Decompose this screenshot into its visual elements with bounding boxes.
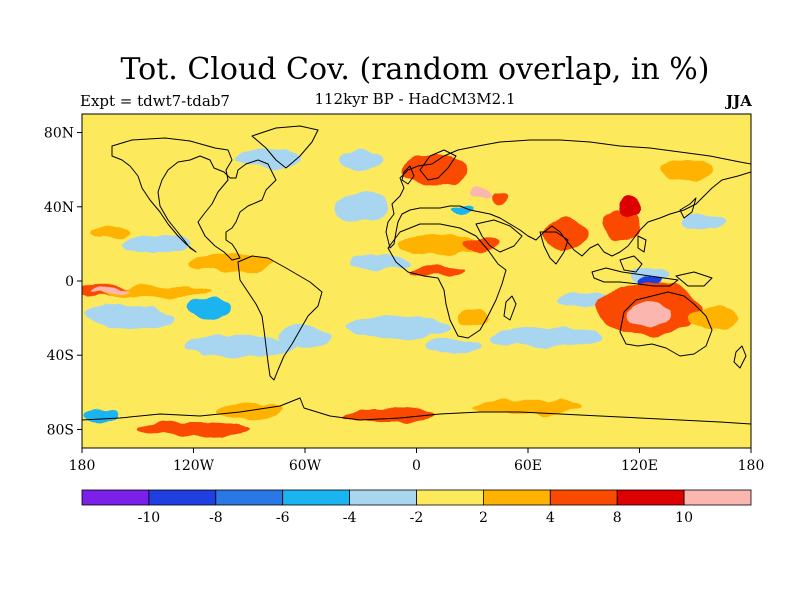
anomaly-patch-34 — [626, 303, 672, 326]
colorbar-label: 8 — [613, 510, 622, 526]
lon-tick-label: 60W — [289, 458, 322, 474]
colorbar-label: -4 — [343, 510, 357, 526]
anomaly-patch-41 — [234, 149, 302, 168]
anomaly-patch-8 — [186, 299, 231, 319]
colorbar: -10 -8 -6 -4 -2 2 4 8 10 — [81, 489, 752, 526]
coastline-scandinavia — [419, 149, 457, 181]
anomaly-patch-21 — [457, 308, 488, 328]
anomaly-patch-24 — [492, 191, 508, 204]
coastline-australia — [619, 291, 713, 357]
coastline-north-america — [111, 137, 277, 261]
anomaly-patch-10 — [184, 334, 296, 358]
colorbar-swatch — [282, 489, 351, 506]
colorbar-label: -10 — [138, 510, 161, 526]
anomaly-patch-9 — [189, 253, 272, 272]
lon-tick-label: 180 — [69, 458, 96, 474]
season-label: JJA — [726, 92, 752, 110]
coastlines — [82, 125, 751, 425]
coastline-madagascar — [503, 295, 517, 321]
anomaly-patch-1 — [100, 286, 213, 298]
anomaly-patch-35 — [687, 306, 740, 330]
coastline-africa — [387, 223, 507, 339]
colorbar-label: 4 — [546, 510, 555, 526]
colorbar-swatch — [683, 489, 752, 506]
anomaly-patch-15 — [425, 338, 482, 354]
colorbar-label: 10 — [675, 510, 693, 526]
lat-tick-label: 80S — [47, 422, 74, 438]
colorbar-swatch — [549, 489, 618, 506]
lon-tick-label: 0 — [412, 458, 421, 474]
coastline-south-america — [237, 255, 323, 381]
anomaly-patch-20 — [407, 266, 463, 278]
experiment-label: Expt = tdwt7-tdab7 — [80, 92, 230, 110]
coastline-new-guinea — [675, 271, 713, 287]
colorbar-swatch — [148, 489, 217, 506]
anomaly-patch-27 — [602, 210, 640, 241]
lat-tick-label: 0 — [65, 274, 74, 290]
anomaly-patch-29 — [659, 158, 712, 181]
colorbar-swatch — [416, 489, 484, 506]
latitude-ticks: 80N 40N 0 40S 80S — [44, 126, 82, 438]
coastline-eurasia — [385, 139, 751, 257]
coastline-new-zealand — [733, 345, 747, 369]
map-title: Tot. Cloud Cov. (random overlap, in %) — [120, 52, 710, 87]
anomaly-patch-12 — [332, 191, 389, 222]
colorbar-label: -6 — [276, 510, 290, 526]
lat-tick-label: 40S — [47, 348, 74, 364]
lon-tick-label: 120W — [173, 458, 215, 474]
colorbar-swatch — [482, 489, 551, 506]
anomaly-patch-25 — [451, 205, 475, 216]
anomaly-layer — [82, 149, 740, 437]
anomaly-patch-37 — [342, 407, 436, 423]
anomaly-patch-38 — [472, 399, 584, 415]
anomaly-patch-26 — [542, 219, 588, 250]
anomaly-patch-13 — [349, 255, 410, 270]
anomaly-patch-5 — [122, 234, 190, 254]
anomaly-patch-19 — [462, 236, 501, 252]
anomaly-patch-7 — [100, 306, 175, 330]
map-subtitle: 112kyr BP - HadCM3M2.1 — [314, 90, 516, 108]
coastline-japan — [679, 197, 697, 219]
anomaly-patch-23 — [470, 188, 493, 200]
colorbar-swatch — [349, 489, 417, 506]
anomaly-patch-14 — [345, 316, 450, 339]
coastline-borneo — [619, 255, 643, 273]
anomaly-patch-28 — [619, 195, 642, 218]
coastline-india — [539, 231, 569, 265]
anomaly-patch-2 — [91, 287, 129, 294]
coastline-antarctica — [82, 397, 751, 425]
anomaly-patch-6 — [91, 227, 129, 239]
coastline-britain — [401, 165, 415, 185]
coastline-philippines — [637, 235, 647, 253]
anomaly-patch-30 — [682, 214, 727, 230]
anomaly-patch-42 — [338, 151, 384, 170]
lon-tick-label: 120E — [621, 458, 658, 474]
coastline-indonesia — [591, 267, 679, 287]
colorbar-label: -2 — [410, 510, 424, 526]
lat-tick-label: 80N — [44, 126, 74, 142]
anomaly-patch-40 — [137, 422, 250, 437]
colorbar-swatch — [215, 489, 284, 506]
colorbar-swatch — [81, 489, 150, 506]
colorbar-label: -8 — [209, 510, 223, 526]
anomaly-patch-11 — [278, 325, 332, 348]
lat-tick-label: 40N — [44, 200, 74, 216]
longitude-ticks: 180 120W 60W 0 60E 120E 180 — [69, 448, 765, 474]
coastline-greenland — [251, 125, 319, 169]
colorbar-swatch — [616, 489, 685, 506]
colorbar-label: 2 — [479, 510, 488, 526]
anomaly-patch-16 — [490, 327, 603, 346]
lon-tick-label: 60E — [514, 458, 542, 474]
coastline-arabia — [475, 219, 523, 253]
lon-tick-label: 180 — [738, 458, 765, 474]
